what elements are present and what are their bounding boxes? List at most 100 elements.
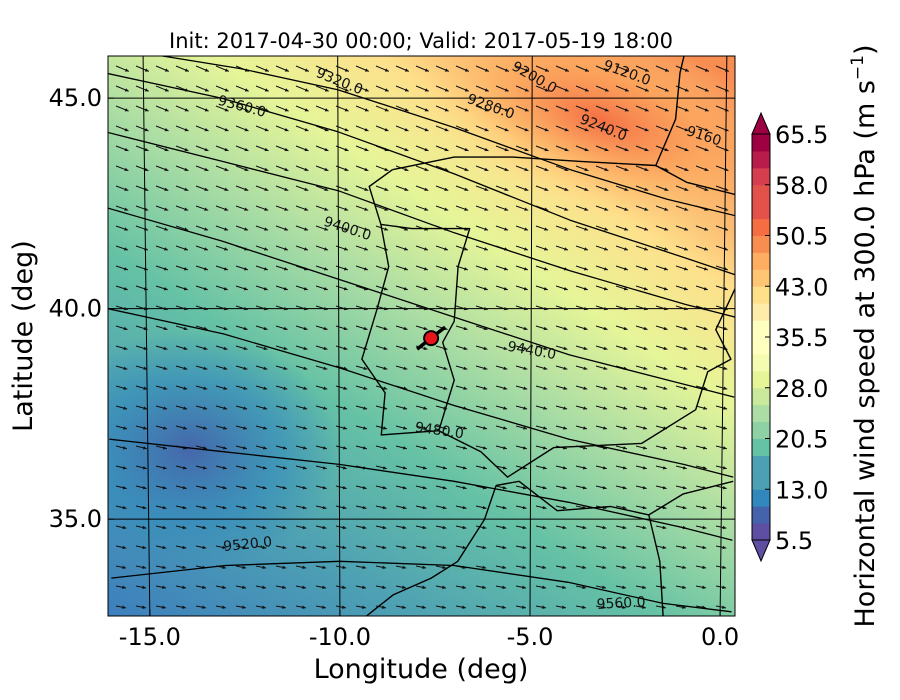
wind-arrow-head: [684, 247, 688, 251]
wind-arrow-head: [684, 227, 689, 231]
wind-arrow-head: [524, 88, 529, 92]
wind-arrow-head: [302, 485, 307, 490]
wind-arrow-head: [402, 585, 407, 589]
wind-arrow-head: [343, 326, 348, 331]
wind-arrow-head: [164, 127, 169, 132]
wind-arrow-head: [222, 505, 227, 510]
wind-arrow-head: [243, 406, 248, 410]
wind-arrow-head: [523, 287, 528, 291]
wind-arrow-head: [384, 167, 389, 171]
wind-arrow-head: [203, 366, 208, 370]
wind-arrow-head: [244, 227, 249, 231]
wind-arrow-head: [563, 406, 568, 410]
wind-arrow-head: [682, 505, 687, 510]
wind-arrow-head: [642, 485, 647, 490]
wind-arrow-head: [322, 585, 327, 589]
wind-arrow-head: [202, 466, 207, 470]
wind-arrow-head: [143, 406, 148, 410]
wind-arrow-head: [142, 446, 147, 450]
wind-arrow-head: [162, 545, 167, 550]
wind-arrow-head: [604, 167, 609, 171]
colorbar-segment: [752, 150, 770, 169]
wind-arrow-head: [484, 207, 489, 211]
wind-arrow-head: [564, 187, 569, 191]
colorbar-tick-label: 50.5: [775, 223, 828, 251]
wind-arrow-head: [662, 525, 667, 530]
wind-arrow-head: [123, 267, 128, 271]
wind-arrow-head: [204, 108, 209, 112]
wind-arrow-head: [362, 605, 366, 609]
wind-arrow-head: [244, 147, 249, 152]
wind-arrow-head: [703, 267, 708, 271]
wind-arrow-head: [622, 585, 627, 589]
wind-arrow-head: [684, 68, 689, 72]
wind-arrow-head: [443, 306, 448, 311]
wind-arrow-head: [262, 505, 267, 510]
wind-arrow-head: [303, 306, 308, 311]
wind-arrow-head: [522, 485, 527, 490]
wind-arrow-head: [262, 605, 266, 609]
wind-arrow-head: [484, 108, 489, 112]
wind-arrow-head: [244, 207, 249, 211]
wind-arrow-head: [364, 227, 369, 231]
wind-arrow-head: [242, 485, 247, 490]
wind-arrow-head: [504, 68, 509, 72]
wind-arrow-head: [243, 306, 248, 311]
wind-arrow-head: [583, 426, 587, 430]
wind-arrow-head: [682, 485, 687, 490]
wind-arrow-head: [144, 167, 149, 171]
wind-arrow-head: [224, 187, 229, 191]
wind-arrow-head: [583, 406, 588, 410]
wind-arrow-head: [702, 446, 707, 450]
wind-arrow-head: [443, 386, 448, 390]
wind-arrow-head: [703, 287, 708, 291]
wind-arrow-head: [584, 167, 589, 171]
wind-arrow-head: [242, 505, 247, 510]
wind-arrow-head: [482, 605, 486, 609]
wind-arrow-head: [262, 466, 267, 470]
wind-arrow-head: [424, 207, 429, 211]
wind-arrow-head: [544, 68, 549, 72]
wind-arrow-head: [344, 227, 349, 231]
wind-arrow-head: [282, 466, 287, 470]
wind-arrow-head: [344, 68, 349, 72]
wind-arrow-head: [603, 326, 608, 331]
wind-arrow-head: [644, 147, 649, 152]
wind-arrow-head: [704, 187, 709, 191]
wind-arrow-head: [642, 466, 647, 470]
wind-arrow-head: [142, 545, 147, 550]
wind-arrow-head: [142, 605, 146, 609]
wind-arrow-head: [423, 267, 428, 271]
wind-arrow-head: [562, 565, 567, 570]
wind-arrow-head: [724, 207, 729, 211]
wind-arrow-head: [482, 505, 487, 510]
wind-arrow-head: [324, 147, 329, 152]
wind-arrow-head: [422, 466, 427, 470]
wind-arrow-head: [644, 167, 649, 171]
colorbar-tick-label: 58.0: [775, 172, 828, 200]
colorbar-segment: [752, 303, 770, 321]
wind-arrow-head: [222, 545, 227, 550]
wind-arrow-head: [624, 207, 629, 211]
wind-arrow-head: [624, 108, 629, 112]
wind-arrow-head: [123, 306, 128, 311]
wind-arrow-head: [302, 565, 307, 570]
wind-arrow-head: [242, 545, 247, 550]
wind-arrow-head: [564, 88, 569, 92]
wind-arrow-head: [502, 565, 507, 570]
wind-arrow-head: [124, 167, 129, 171]
wind-arrow-head: [722, 565, 727, 570]
wind-arrow-head: [124, 108, 129, 112]
wind-arrow-head: [144, 108, 149, 112]
wind-arrow-head: [642, 605, 646, 609]
wind-arrow-head: [663, 287, 668, 291]
wind-arrow-head: [504, 187, 509, 191]
wind-arrow-head: [702, 505, 707, 510]
wind-arrow-head: [662, 446, 667, 450]
wind-arrow-head: [144, 187, 149, 191]
wind-arrow-head: [702, 585, 707, 589]
wind-arrow-head: [423, 287, 428, 291]
wind-arrow-head: [703, 406, 708, 410]
wind-arrow-head: [142, 565, 147, 570]
wind-arrow-head: [523, 326, 528, 331]
